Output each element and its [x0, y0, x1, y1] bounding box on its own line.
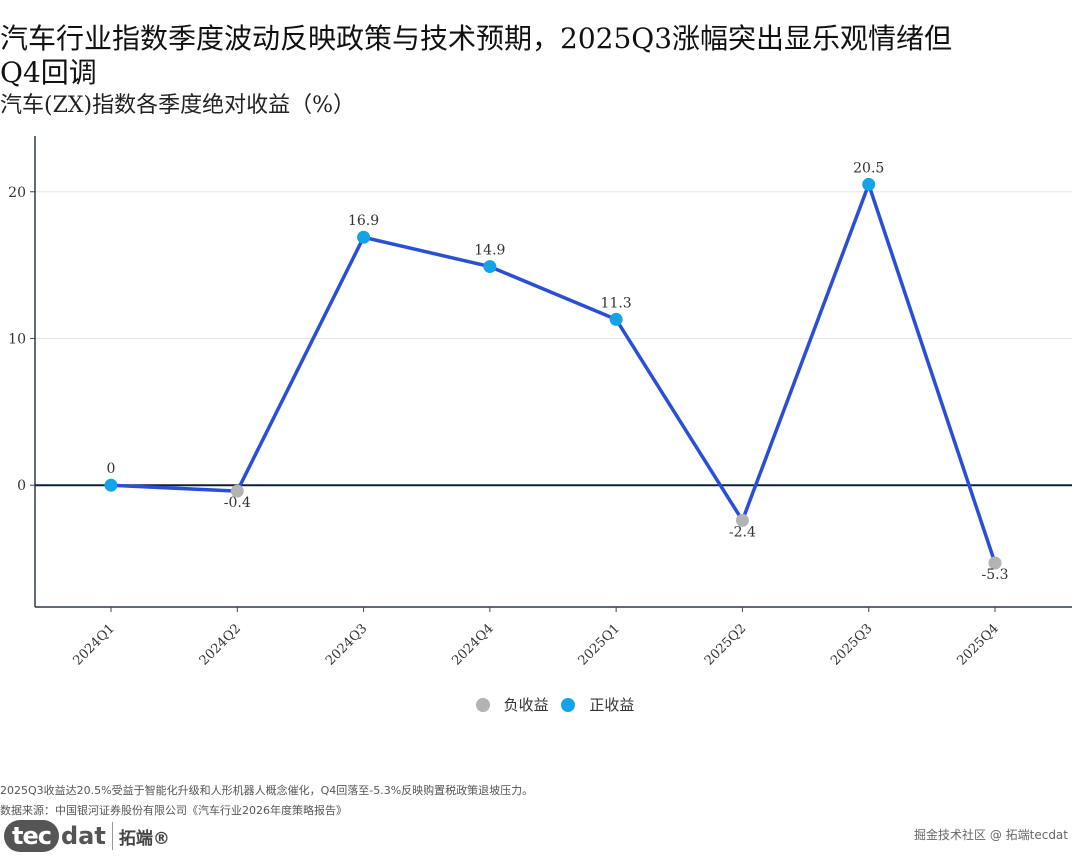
brand-name: 拓端® [118, 828, 170, 849]
data-label: 11.3 [601, 295, 632, 311]
brand-logo-text: dat [60, 822, 106, 850]
data-point-positive [483, 260, 497, 274]
data-label: -0.4 [224, 495, 251, 511]
data-label: -5.3 [982, 567, 1009, 583]
data-label: 20.5 [853, 160, 884, 176]
chart-subtitle: 汽车(ZX)指数各季度绝对收益（%） [0, 93, 356, 118]
legend-positive-label: 正收益 [589, 696, 635, 714]
series-line [109, 182, 997, 565]
watermark: 掘金技术社区 @ 拓端tecdat [914, 828, 1068, 842]
chart-title: 汽车行业指数季度波动反映政策与技术预期，2025Q3涨幅突出显乐观情绪但 [0, 22, 953, 55]
chart-title-line2: Q4回调 [0, 56, 97, 89]
x-tick-label: 2025Q3 [828, 621, 875, 668]
data-label: 0 [107, 461, 116, 477]
legend-positive-marker [561, 697, 576, 712]
data-points [104, 177, 1002, 570]
data-point-negative [988, 556, 1002, 570]
x-tick-label: 2024Q4 [449, 621, 496, 668]
y-tick-label: 20 [8, 185, 26, 201]
data-label: -2.4 [729, 524, 756, 540]
data-source: 数据来源：中国银河证券股份有限公司《汽车行业2026年度策略报告》 [0, 804, 347, 817]
x-tick-label: 2025Q1 [576, 621, 623, 668]
x-tick-label: 2025Q4 [954, 621, 1001, 668]
x-tick-label: 2024Q1 [70, 621, 117, 668]
legend-negative-marker [475, 697, 490, 712]
y-tick-label: 10 [8, 331, 26, 347]
x-tick-label: 2024Q3 [323, 621, 370, 668]
data-point-positive [104, 478, 118, 492]
axes [30, 136, 1072, 612]
x-tick-label: 2025Q2 [702, 621, 749, 668]
legend-item-positive: 正收益 [561, 694, 634, 715]
data-labels: 0 -0.4 16.9 14.9 11.3 -2.4 20.5 -5.3 [107, 160, 1009, 583]
data-point-negative [735, 513, 749, 527]
line-chart: 0 -0.4 16.9 14.9 11.3 -2.4 20.5 -5.3 0 10 20 2024Q… [8, 136, 1072, 669]
data-label: 14.9 [474, 243, 505, 259]
brand-logo: tec dat 拓端® [4, 820, 170, 852]
legend-item-negative: 负收益 [475, 694, 549, 715]
series-line-path [109, 182, 997, 565]
data-point-positive [862, 177, 876, 191]
x-tick-label: 2024Q2 [197, 621, 244, 668]
legend-negative-label: 负收益 [503, 696, 549, 714]
data-label: 16.9 [348, 213, 379, 229]
chart-note: 2025Q3收益达20.5%受益于智能化升级和人形机器人概念催化，Q4回落至-5… [0, 784, 534, 797]
y-tick-label: 0 [17, 478, 26, 494]
grid-lines [35, 191, 1072, 339]
chart-legend: 负收益 正收益 [0, 694, 1080, 716]
data-point-negative [230, 484, 244, 498]
data-point-positive [357, 230, 371, 244]
brand-logo-mark: tec [4, 820, 59, 852]
brand-divider [111, 822, 113, 850]
data-point-positive [609, 312, 623, 326]
